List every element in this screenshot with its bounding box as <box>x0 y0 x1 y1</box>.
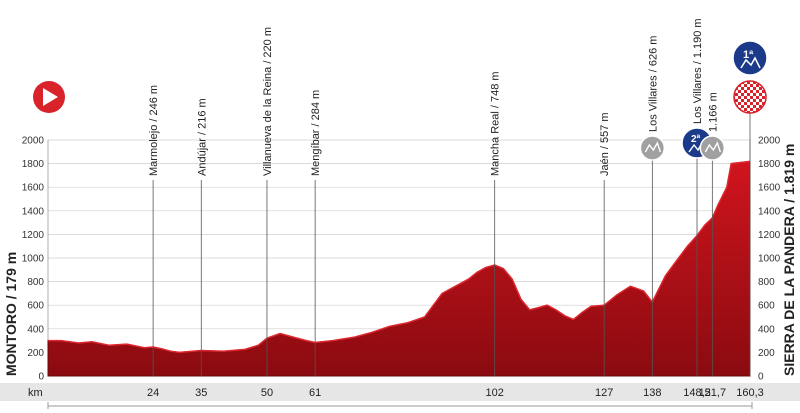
y-tick-label-left: 400 <box>27 324 44 335</box>
x-tick-label: 35 <box>195 387 207 399</box>
y-tick-label-left: 600 <box>27 301 44 312</box>
y-tick-label-left: 1200 <box>22 230 45 241</box>
waypoint-markers: Marmolejo / 246 m Andújar / 216 m Villanue… <box>148 18 768 376</box>
y-tick-label-right: 1000 <box>758 254 781 265</box>
waypoint-label: Los Villares / 626 m <box>647 36 659 132</box>
x-tick-label: 138 <box>643 387 661 399</box>
waypoint: Los Villares / 626 m <box>639 36 666 376</box>
y-tick-label-left: 1000 <box>22 254 45 265</box>
waypoint: Andújar / 216 m <box>196 98 208 376</box>
finish-label: SIERRA DE LA PANDERA / 1.819 m <box>781 144 797 376</box>
y-tick-label-right: 600 <box>758 301 775 312</box>
y-tick-label-right: 0 <box>758 372 764 383</box>
checkered-finish-icon <box>733 80 767 114</box>
start-label: MONTORO / 179 m <box>3 252 19 376</box>
x-tick-label: 50 <box>261 387 273 399</box>
waypoint-label: Villanueva de la Reina / 220 m <box>262 27 274 176</box>
waypoint-label: 1.166 m <box>707 92 719 132</box>
y-axis-right: 0 200 400 600 800 1000 1200 1400 1600 1800 2000 <box>758 136 781 383</box>
waypoint-label: Los Villares / 1.190 m <box>692 18 704 124</box>
y-tick-label-left: 0 <box>38 372 44 383</box>
waypoint: Marmolejo / 246 m <box>148 85 160 376</box>
y-tick-label-right: 1200 <box>758 230 781 241</box>
play-start-icon <box>33 81 65 113</box>
elevation-ridge-line <box>48 160 751 354</box>
x-tick-label: 151,7 <box>699 387 727 399</box>
waypoint: 1.166 m <box>699 92 726 376</box>
y-tick-label-right: 1400 <box>758 206 781 217</box>
x-tick-label: 102 <box>486 387 504 399</box>
waypoint: Mengíbar / 284 m <box>310 90 322 376</box>
waypoint: Villanueva de la Reina / 220 m <box>262 27 274 376</box>
waypoint-label: Jaén / 557 m <box>599 112 611 176</box>
y-tick-label-left: 1400 <box>22 206 45 217</box>
waypoint-label: Mengíbar / 284 m <box>310 90 322 176</box>
y-tick-label-right: 800 <box>758 277 775 288</box>
y-tick-label-left: 1600 <box>22 183 45 194</box>
waypoint: 1ª <box>732 40 768 376</box>
intermediate-sprint-icon <box>699 135 726 161</box>
y-tick-label-right: 2000 <box>758 136 781 147</box>
svg-text:2ª: 2ª <box>691 134 701 145</box>
y-tick-label-right: 400 <box>758 324 775 335</box>
waypoint-label: Mancha Real / 748 m <box>490 71 502 176</box>
y-tick-label-left: 800 <box>27 277 44 288</box>
km-unit-label: km <box>28 387 43 399</box>
x-tick-label: 61 <box>309 387 321 399</box>
y-tick-label-left: 2000 <box>22 136 45 147</box>
x-tick-label: 127 <box>595 387 613 399</box>
y-tick-label-left: 1800 <box>22 159 45 170</box>
y-tick-label-right: 1800 <box>758 159 781 170</box>
first-category-climb-icon: 1ª <box>732 40 768 76</box>
svg-text:1ª: 1ª <box>743 49 754 61</box>
y-tick-label-right: 1600 <box>758 183 781 194</box>
intermediate-sprint-icon <box>639 135 666 161</box>
waypoint-label: Marmolejo / 246 m <box>148 85 160 176</box>
waypoint-label: Andújar / 216 m <box>196 98 208 176</box>
x-tick-label: 160,3 <box>736 387 764 399</box>
waypoint: Mancha Real / 748 m <box>490 71 502 376</box>
y-tick-label-left: 200 <box>27 348 44 359</box>
x-tick-label: 24 <box>147 387 159 399</box>
waypoint: 2ª Los Villares / 1.190 m <box>681 18 713 376</box>
waypoint: Jaén / 557 m <box>599 112 611 376</box>
x-tick-label: 148,2 <box>683 387 711 399</box>
y-tick-label-right: 200 <box>758 348 775 359</box>
y-axis-left: 0 200 400 600 800 1000 1200 1400 1600 1800 2000 <box>22 136 45 383</box>
elevation-profile <box>47 160 751 377</box>
